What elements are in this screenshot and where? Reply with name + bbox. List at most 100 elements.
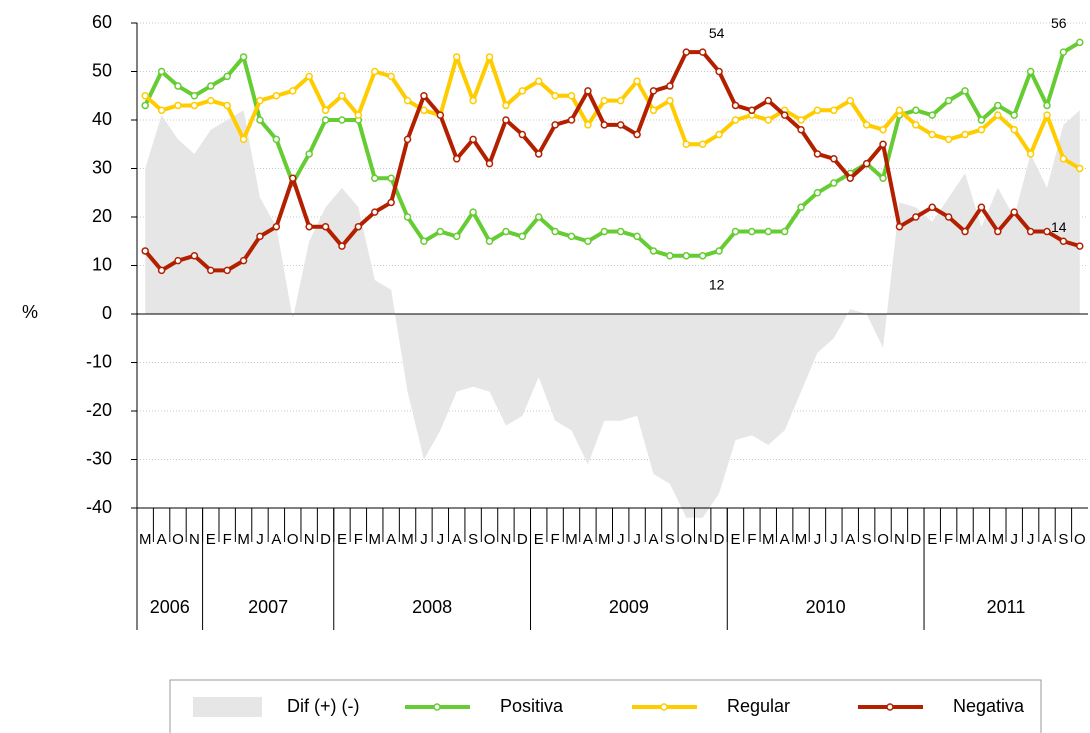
point bbox=[616, 96, 625, 105]
point bbox=[157, 106, 166, 115]
point bbox=[321, 116, 330, 124]
point bbox=[961, 87, 969, 95]
y-tick-label: -40 bbox=[86, 497, 112, 517]
point bbox=[387, 198, 395, 207]
point bbox=[1026, 67, 1035, 76]
point bbox=[584, 121, 592, 129]
point bbox=[977, 203, 986, 212]
x-tick-label: O bbox=[680, 531, 692, 548]
x-tick-label: S bbox=[665, 531, 675, 548]
point bbox=[994, 101, 1002, 110]
y-tick-label: 50 bbox=[92, 60, 112, 80]
x-tick-label: J bbox=[814, 531, 822, 548]
x-tick-label: E bbox=[927, 531, 937, 548]
point bbox=[748, 106, 756, 115]
point bbox=[289, 174, 297, 182]
x-tick-label: D bbox=[714, 531, 725, 548]
point bbox=[469, 135, 477, 144]
x-tick-label: S bbox=[862, 531, 872, 548]
x-tick-label: F bbox=[354, 531, 363, 548]
x-tick-label: J bbox=[1010, 531, 1018, 548]
x-tick-label: A bbox=[976, 531, 986, 548]
point bbox=[403, 135, 412, 144]
data-label: 14 bbox=[1051, 219, 1067, 235]
point bbox=[731, 116, 740, 124]
point bbox=[928, 111, 936, 119]
point bbox=[649, 87, 658, 95]
point bbox=[813, 106, 822, 115]
point bbox=[387, 72, 395, 81]
point bbox=[338, 116, 346, 124]
y-tick-label: 10 bbox=[92, 254, 112, 274]
point bbox=[862, 159, 871, 168]
x-tick-label: F bbox=[223, 531, 232, 548]
point bbox=[371, 67, 379, 76]
x-tick-label: A bbox=[845, 531, 855, 548]
point bbox=[1059, 237, 1068, 245]
x-tick-label: A bbox=[452, 531, 462, 548]
x-tick-label: A bbox=[271, 531, 281, 548]
year-label: 2009 bbox=[609, 597, 649, 617]
legend-marker bbox=[433, 703, 441, 711]
point bbox=[1076, 164, 1084, 173]
point bbox=[813, 150, 822, 158]
x-tick-label: N bbox=[501, 531, 512, 548]
x-tick-label: J bbox=[633, 531, 641, 548]
point bbox=[141, 101, 149, 110]
x-tick-label: E bbox=[206, 531, 216, 548]
point bbox=[600, 121, 609, 129]
point bbox=[354, 111, 363, 119]
point bbox=[207, 96, 215, 105]
point bbox=[649, 247, 658, 255]
point bbox=[764, 227, 773, 236]
x-tick-label: M bbox=[369, 531, 382, 548]
point bbox=[797, 125, 805, 134]
point bbox=[567, 116, 576, 124]
point bbox=[944, 135, 953, 144]
point bbox=[239, 53, 248, 61]
point bbox=[305, 72, 313, 81]
legend-marker bbox=[886, 703, 894, 711]
point bbox=[944, 213, 953, 221]
line bbox=[143, 50, 1081, 273]
point bbox=[600, 227, 609, 236]
point bbox=[1059, 155, 1068, 163]
point bbox=[338, 92, 346, 100]
point bbox=[371, 208, 379, 216]
x-tick-label: A bbox=[648, 531, 658, 548]
point bbox=[371, 174, 379, 182]
point bbox=[1043, 227, 1051, 236]
point bbox=[452, 232, 461, 241]
x-tick-label: M bbox=[237, 531, 250, 548]
point bbox=[289, 87, 297, 95]
point bbox=[518, 87, 527, 95]
x-tick-label: J bbox=[420, 531, 428, 548]
point bbox=[223, 72, 231, 81]
point bbox=[616, 227, 625, 236]
y-tick-label: 0 bbox=[102, 303, 112, 323]
x-tick-label: O bbox=[484, 531, 496, 548]
point bbox=[551, 121, 559, 129]
plot: 12 56 54 14 bbox=[141, 15, 1084, 518]
point bbox=[879, 174, 887, 182]
point bbox=[321, 222, 330, 231]
point bbox=[534, 213, 543, 221]
x-tick-label: E bbox=[337, 531, 347, 548]
point bbox=[928, 130, 936, 139]
point bbox=[436, 111, 445, 119]
point bbox=[666, 82, 674, 90]
point bbox=[485, 159, 494, 168]
year-label: 2011 bbox=[987, 597, 1026, 617]
legend-label: Dif (+) (-) bbox=[287, 696, 359, 716]
point bbox=[239, 256, 248, 265]
point bbox=[518, 130, 527, 139]
point bbox=[846, 174, 854, 182]
year-label: 2008 bbox=[412, 597, 452, 617]
data-label: 56 bbox=[1051, 15, 1067, 31]
x-tick-label: M bbox=[959, 531, 972, 548]
y-tick-label: -20 bbox=[86, 400, 112, 420]
point bbox=[207, 82, 215, 90]
point bbox=[1010, 111, 1018, 119]
point bbox=[994, 227, 1002, 236]
